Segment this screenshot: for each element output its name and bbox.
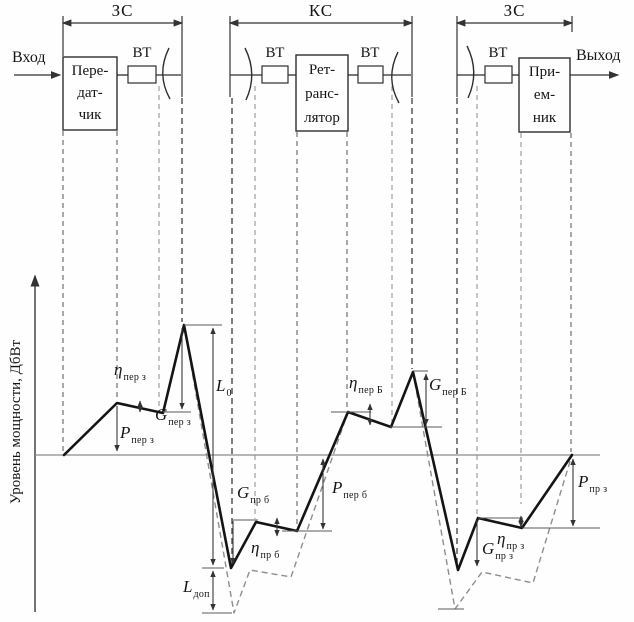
label-g-pr-z: Gпр з [482,539,514,562]
measure-ticks [163,324,600,614]
label-eta-pr-z: ηпр з [497,529,525,552]
antenna-dish-icon-earth-tx [162,47,171,100]
antenna-dish-icon-sat-tx [391,51,400,104]
transmitter-box [62,56,118,131]
label-l0: L0 [216,376,232,399]
receiver-box [518,57,571,133]
waveguide-label-1: ВТ [132,45,152,61]
input-label: Вход [12,49,46,66]
label-l-dop: Lдоп [183,577,210,600]
section-bracket-zs-left [61,16,184,97]
waveguide-box-3 [357,65,384,84]
label-p-pr-z: Pпр з [578,472,608,495]
label-g-per-B: Gпер Б [429,375,467,398]
label-eta-per-z: ηпер з [114,360,147,383]
waveguide-label-3: ВТ [360,45,380,61]
output-label: Выход [576,47,621,64]
waveguide-box-2 [261,65,289,84]
waveguide-box-1 [127,65,157,84]
section-bracket-ks [228,16,414,97]
label-eta-pr-b: ηпр б [251,538,280,561]
waveguide-box-4 [484,65,513,84]
section-bracket-zs-right [455,16,574,97]
waveguide-label-2: ВТ [265,45,285,61]
profile-dashed-uplink [183,324,349,614]
waveguide-label-4: ВТ [488,45,508,61]
measure-arrows [114,327,576,611]
label-eta-per-B: ηпер Б [349,373,383,396]
y-axis-label: Уровень мощности, ДбВт [8,339,24,505]
antenna-dish-icon-sat-rx [244,47,253,101]
profile-dashed-downlink [412,371,573,610]
repeater-box [295,54,349,132]
label-p-per-z: Pпер з [120,423,155,446]
receiver-label: При- ем- ник [528,64,561,126]
antenna-dish-icon-earth-rx [466,45,475,99]
section-label-zs-left: ЗС [111,1,134,20]
transmitter-label: Пере- дат- чик [71,63,109,123]
section-label-zs-right: ЗС [503,1,526,20]
section-label-ks: КС [308,1,334,20]
label-g-per-z: Gпер з [155,405,192,428]
label-g-pr-b: Gпр б [237,483,270,506]
label-p-per-b: Pпер б [332,478,368,501]
projection-lines [62,86,572,567]
repeater-label: Рет- ранс- лятор [304,62,340,126]
